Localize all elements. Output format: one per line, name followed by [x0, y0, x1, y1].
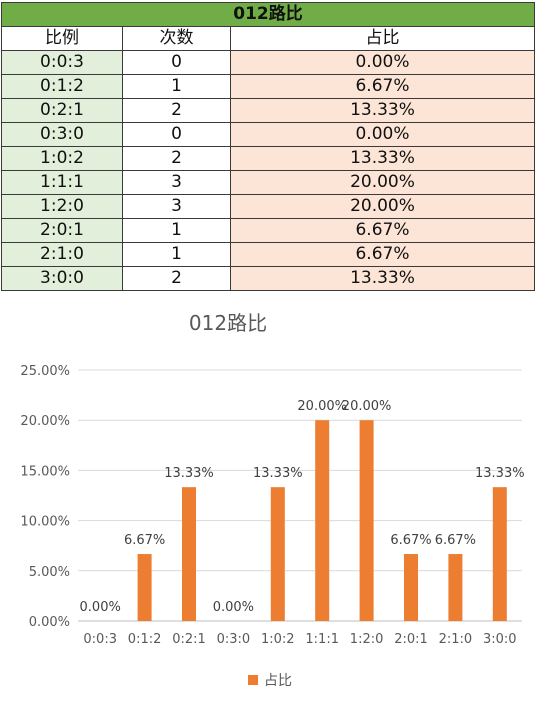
spreadsheet: 012路比 比例 次数 占比 0:0:3 0 0.00% 0:1:2 1 6.67% 0:2…	[0, 0, 541, 300]
count-cell[interactable]: 3	[122, 194, 231, 219]
percentage-cell[interactable]: 13.33%	[230, 98, 535, 123]
data-label: 20.00%	[342, 399, 392, 414]
table-row: 2:1:0 1 6.67%	[1, 242, 535, 267]
percentage-cell[interactable]: 6.67%	[230, 218, 535, 243]
header-ratio[interactable]: 比例	[1, 26, 123, 51]
bar	[359, 420, 374, 621]
data-label: 0.00%	[213, 600, 254, 615]
data-label: 0.00%	[80, 600, 121, 615]
table-row: 0:1:2 1 6.67%	[1, 74, 535, 99]
bar	[404, 554, 418, 621]
ratio-cell[interactable]: 1:1:1	[1, 170, 123, 195]
table-row: 1:2:0 3 20.00%	[1, 194, 535, 219]
percentage-cell[interactable]: 13.33%	[230, 266, 535, 291]
data-label: 13.33%	[253, 466, 303, 481]
count-cell[interactable]: 0	[122, 122, 231, 147]
legend-label: 占比	[264, 673, 292, 689]
table-row: 1:0:2 2 13.33%	[1, 146, 535, 171]
y-tick-label: 5.00%	[29, 565, 70, 580]
ratio-cell[interactable]: 1:0:2	[1, 146, 123, 171]
x-tick-label: 2:0:1	[394, 632, 428, 647]
header-count[interactable]: 次数	[122, 26, 231, 51]
bar-chart: 012路比 0.00% 5.00% 10.00% 15.00% 20.00% 25.00% 0…	[20, 311, 525, 689]
table-row: 2:0:1 1 6.67%	[1, 218, 535, 243]
table-row: 0:2:1 2 13.33%	[1, 98, 535, 123]
x-tick-label: 1:0:2	[261, 632, 295, 647]
x-tick-label: 0:1:2	[128, 632, 162, 647]
y-tick-label: 25.00%	[20, 364, 70, 379]
x-tick-label: 2:1:0	[439, 632, 473, 647]
ratio-cell[interactable]: 0:0:3	[1, 50, 123, 75]
bar	[492, 487, 507, 621]
x-tick-label: 1:1:1	[305, 632, 339, 647]
ratio-cell[interactable]: 0:2:1	[1, 98, 123, 123]
table-row: 0:0:3 0 0.00%	[1, 50, 535, 75]
y-tick-label: 20.00%	[20, 414, 70, 429]
ratio-table: 012路比 比例 次数 占比 0:0:3 0 0.00% 0:1:2 1 6.67% 0:2…	[1, 2, 535, 291]
table-row: 1:1:1 3 20.00%	[1, 170, 535, 195]
ratio-cell[interactable]: 1:2:0	[1, 194, 123, 219]
ratio-cell[interactable]: 0:1:2	[1, 74, 123, 99]
table-row: 0:3:0 0 0.00%	[1, 122, 535, 147]
ratio-cell[interactable]: 3:0:0	[1, 266, 123, 291]
y-tick-label: 0.00%	[29, 615, 70, 630]
data-label: 6.67%	[124, 533, 165, 548]
percentage-cell[interactable]: 13.33%	[230, 146, 535, 171]
count-cell[interactable]: 2	[122, 266, 231, 291]
bar	[448, 554, 463, 621]
header-percentage[interactable]: 占比	[230, 26, 535, 51]
x-tick-label: 0:3:0	[217, 632, 251, 647]
count-cell[interactable]: 1	[122, 74, 231, 99]
count-cell[interactable]: 1	[122, 242, 231, 267]
bar	[182, 487, 196, 621]
chart-title: 012路比	[189, 311, 267, 335]
ratio-cell[interactable]: 0:3:0	[1, 122, 123, 147]
x-tick-label: 0:0:3	[83, 632, 117, 647]
percentage-cell[interactable]: 6.67%	[230, 74, 535, 99]
count-cell[interactable]: 2	[122, 146, 231, 171]
table-title[interactable]: 012路比	[1, 2, 535, 27]
data-label: 6.67%	[435, 533, 476, 548]
y-tick-label: 10.00%	[20, 515, 70, 530]
data-label: 20.00%	[297, 399, 347, 414]
data-label: 6.67%	[390, 533, 431, 548]
chart-area[interactable]: 012路比 0.00% 5.00% 10.00% 15.00% 20.00% 25.00% 0…	[2, 302, 539, 704]
legend-swatch	[248, 675, 258, 685]
bar	[315, 420, 330, 621]
bar	[270, 487, 285, 621]
percentage-cell[interactable]: 0.00%	[230, 50, 535, 75]
percentage-cell[interactable]: 20.00%	[230, 194, 535, 219]
percentage-cell[interactable]: 20.00%	[230, 170, 535, 195]
percentage-cell[interactable]: 6.67%	[230, 242, 535, 267]
ratio-cell[interactable]: 2:1:0	[1, 242, 123, 267]
x-tick-label: 0:2:1	[172, 632, 206, 647]
count-cell[interactable]: 0	[122, 50, 231, 75]
bar	[137, 554, 152, 621]
count-cell[interactable]: 2	[122, 98, 231, 123]
count-cell[interactable]: 1	[122, 218, 231, 243]
x-tick-label: 1:2:0	[350, 632, 384, 647]
count-cell[interactable]: 3	[122, 170, 231, 195]
percentage-cell[interactable]: 0.00%	[230, 122, 535, 147]
ratio-cell[interactable]: 2:0:1	[1, 218, 123, 243]
data-label: 13.33%	[475, 466, 525, 481]
y-tick-label: 15.00%	[20, 464, 70, 479]
table-row: 3:0:0 2 13.33%	[1, 266, 535, 291]
data-label: 13.33%	[164, 466, 214, 481]
x-tick-label: 3:0:0	[483, 632, 517, 647]
